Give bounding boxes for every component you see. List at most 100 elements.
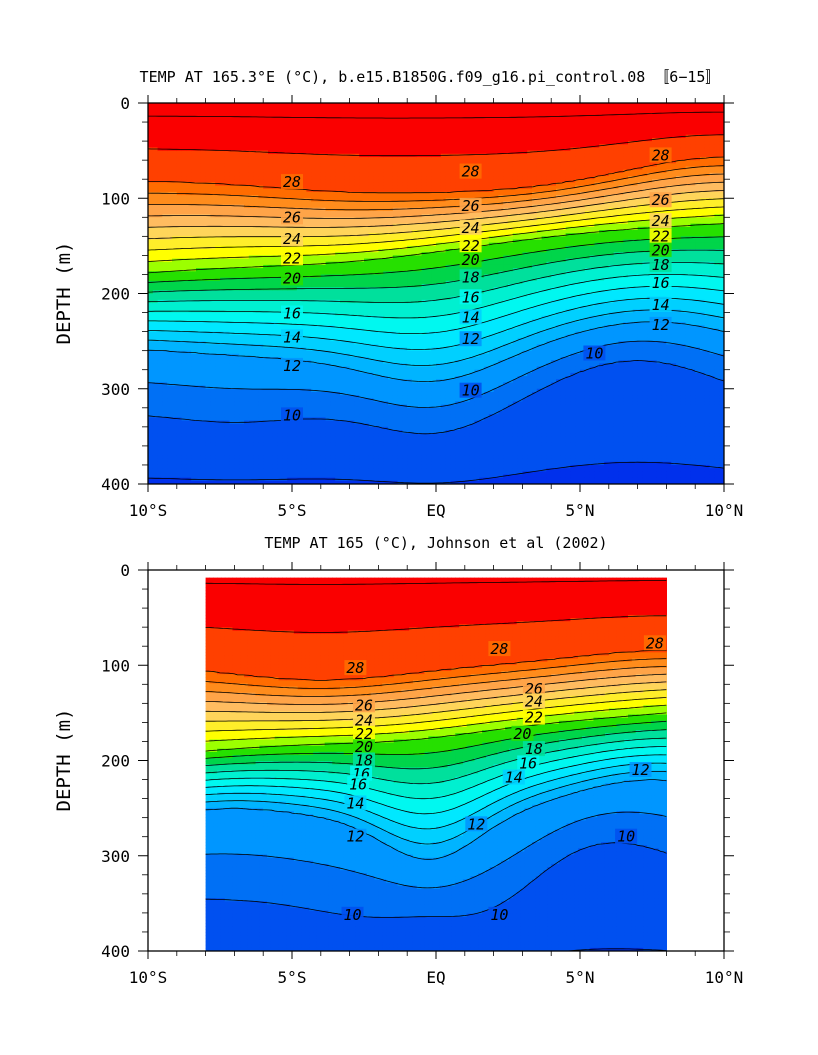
field-cell [172,198,178,203]
field-cell [152,239,159,244]
field-cell [162,172,168,177]
field-cell [152,109,159,114]
field-cell [167,347,173,352]
field-cell [176,461,183,466]
field-cell [181,156,187,161]
field-cell [181,299,187,304]
field-cell [172,255,178,260]
field-cell [176,468,183,472]
field-cell [172,290,178,295]
field-cell [172,385,178,390]
field-cell [162,461,168,466]
field-cell [167,306,173,310]
field-cell [148,255,154,260]
field-cell [181,131,187,136]
field-cell [167,379,173,383]
field-cell [176,134,183,139]
field-cell [157,103,163,107]
field-cell [172,118,178,123]
field-cell [181,334,187,339]
field-cell [186,325,192,330]
field-cell [162,207,168,212]
field-cell [186,242,192,247]
field-cell [162,344,168,349]
field-cell [172,423,178,428]
field-cell [157,106,163,110]
field-cell [167,201,173,206]
field-cell [157,423,163,428]
field-cell [181,290,187,295]
field-cell [181,258,187,263]
field-cell [157,480,163,484]
field-cell [148,436,154,441]
field-cell [152,233,159,237]
field-cell [172,353,178,358]
field-cell [172,233,178,237]
field-cell [152,277,159,282]
field-cell [186,156,192,161]
field-cell [176,318,183,323]
field-cell [176,277,183,282]
field-cell [157,369,163,374]
field-cell [172,439,178,444]
field-cell [157,115,163,120]
field-cell [181,398,187,403]
field-cell [162,395,168,399]
field-cell [186,318,192,323]
field-cell [172,407,178,412]
field-cell [157,109,163,114]
field-cell [181,347,187,352]
field-cell [148,195,154,199]
field-cell [172,376,178,380]
field-cell [176,112,183,117]
field-cell [176,217,183,222]
field-cell [176,414,183,418]
field-cell [172,226,178,231]
field-cell [157,150,163,155]
field-cell [176,420,183,425]
field-cell [157,210,163,215]
field-cell [176,391,183,396]
field-cell [172,283,178,288]
field-cell [148,277,154,282]
field-cell [152,156,159,161]
field-cell [176,188,183,193]
field-cell [162,414,168,418]
field-cell [152,436,159,441]
field-cell [186,226,192,231]
field-cell [181,106,187,110]
field-cell [152,337,159,342]
field-cell [167,207,173,212]
field-cell [176,230,183,234]
field-cell [181,439,187,444]
field-cell [157,207,163,212]
field-cell [157,191,163,196]
field-cell [167,226,173,231]
field-cell [148,312,154,317]
field-cell [176,299,183,304]
field-cell [181,274,187,279]
field-cell [157,407,163,412]
field-cell [152,106,159,110]
field-cell [181,115,187,120]
field-cell [162,287,168,291]
field-cell [162,150,168,155]
field-cell [176,322,183,326]
field-cell [186,239,192,244]
field-cell [167,442,173,447]
field-cell [186,198,192,203]
field-cell [157,166,163,171]
field-cell [162,268,168,272]
field-cell [148,156,154,161]
field-cell [162,112,168,117]
field-cell [181,471,187,476]
field-cell [186,261,192,266]
field-cell [152,423,159,428]
field-cell [148,153,154,158]
field-cell [181,188,187,193]
field-cell [152,144,159,149]
field-cell [157,306,163,310]
field-cell [167,417,173,422]
field-cell [181,442,187,447]
field-cell [167,176,173,180]
